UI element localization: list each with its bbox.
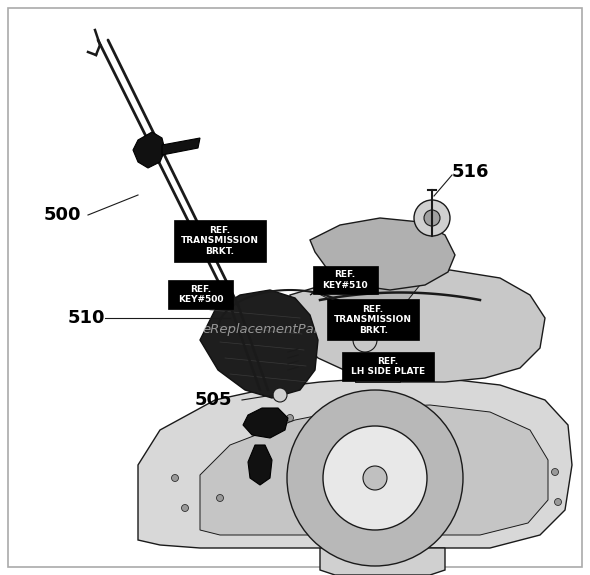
Circle shape [287, 390, 463, 566]
Text: REF.
TRANSMISSION
BRKT.: REF. TRANSMISSION BRKT. [181, 226, 259, 256]
Polygon shape [290, 270, 545, 382]
Bar [174, 220, 266, 262]
Circle shape [323, 426, 427, 530]
Text: 500: 500 [44, 206, 81, 224]
Circle shape [363, 466, 387, 490]
Bar [327, 299, 419, 340]
Circle shape [414, 200, 450, 236]
Circle shape [353, 328, 377, 352]
Polygon shape [162, 138, 200, 155]
Polygon shape [355, 355, 400, 382]
Circle shape [424, 210, 440, 226]
Polygon shape [310, 270, 420, 305]
Bar [313, 266, 378, 294]
Bar [342, 352, 434, 381]
Text: 505: 505 [195, 391, 232, 409]
Circle shape [172, 474, 179, 481]
Polygon shape [200, 405, 548, 535]
Polygon shape [133, 132, 165, 168]
Circle shape [182, 504, 188, 512]
Circle shape [287, 415, 293, 421]
Text: eReplacementParts.com: eReplacementParts.com [202, 324, 364, 336]
Text: 510: 510 [68, 309, 106, 327]
Polygon shape [310, 218, 455, 290]
Circle shape [555, 499, 562, 505]
Polygon shape [248, 445, 272, 485]
Text: REF.
LH SIDE PLATE: REF. LH SIDE PLATE [351, 356, 425, 376]
Circle shape [217, 494, 224, 501]
Circle shape [273, 388, 287, 402]
Text: 516: 516 [452, 163, 490, 181]
Polygon shape [243, 408, 288, 438]
Text: REF.
KEY#500: REF. KEY#500 [178, 285, 224, 304]
Text: REF.
TRANSMISSION
BRKT.: REF. TRANSMISSION BRKT. [334, 305, 412, 335]
Polygon shape [200, 290, 318, 398]
Text: REF.
KEY#510: REF. KEY#510 [322, 270, 368, 290]
Polygon shape [138, 378, 572, 548]
Polygon shape [320, 548, 445, 575]
Bar [168, 280, 233, 309]
Circle shape [552, 469, 559, 476]
